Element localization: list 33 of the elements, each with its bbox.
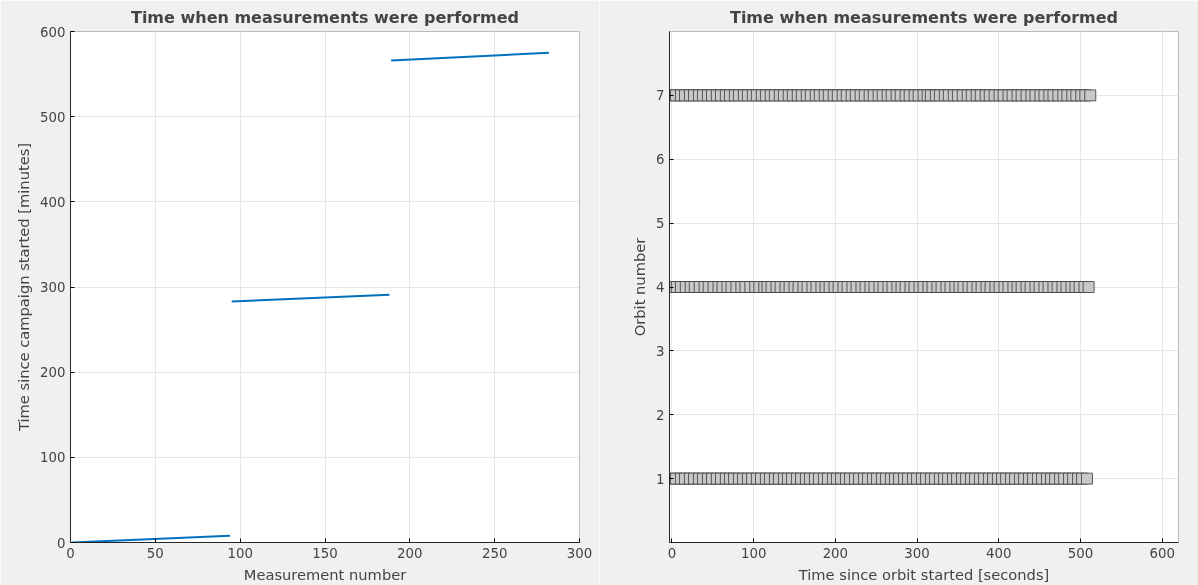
chart-title: Time when measurements were performed	[130, 7, 520, 27]
x-axis-title: Measurement number	[243, 565, 408, 583]
x-tick-label: 50	[146, 545, 164, 561]
y-tick-label: 1	[656, 471, 665, 487]
y-tick-label: 0	[57, 535, 66, 551]
y-tick-label: 100	[40, 450, 66, 466]
chart-title: Time when measurements were performed	[729, 7, 1119, 27]
y-tick-label: 300	[40, 280, 66, 295]
x-tick-label: 250	[481, 545, 508, 561]
y-axis-title: Orbit number	[631, 236, 649, 337]
x-tick-label: 600	[1149, 545, 1175, 561]
y-tick-label: 600	[40, 24, 66, 40]
y-tick-label: 2	[656, 407, 665, 423]
x-axis-title: Time since orbit started [seconds]	[797, 565, 1050, 583]
x-tick-label: 500	[1067, 545, 1094, 561]
y-tick-label: 4	[656, 280, 665, 295]
y-axis-title: Time since campaign started [minutes]	[15, 142, 33, 433]
y-tick-label: 6	[656, 152, 665, 168]
y-tick-label: 5	[656, 216, 665, 232]
y-tick-label: 200	[40, 365, 66, 381]
y-tick-label: 3	[656, 343, 665, 359]
x-tick-label: 100	[740, 545, 767, 561]
x-tick-label: 100	[227, 545, 253, 561]
y-tick-label: 500	[40, 109, 66, 125]
x-tick-label: 0	[667, 545, 677, 561]
x-tick-label: 150	[312, 545, 338, 561]
x-tick-label: 300	[904, 545, 930, 561]
x-tick-label: 300	[566, 545, 593, 561]
x-tick-label: 200	[397, 545, 423, 561]
x-tick-label: 200	[822, 545, 849, 561]
y-tick-label: 400	[40, 194, 66, 210]
x-tick-label: 400	[986, 545, 1012, 561]
y-tick-label: 7	[656, 88, 665, 104]
